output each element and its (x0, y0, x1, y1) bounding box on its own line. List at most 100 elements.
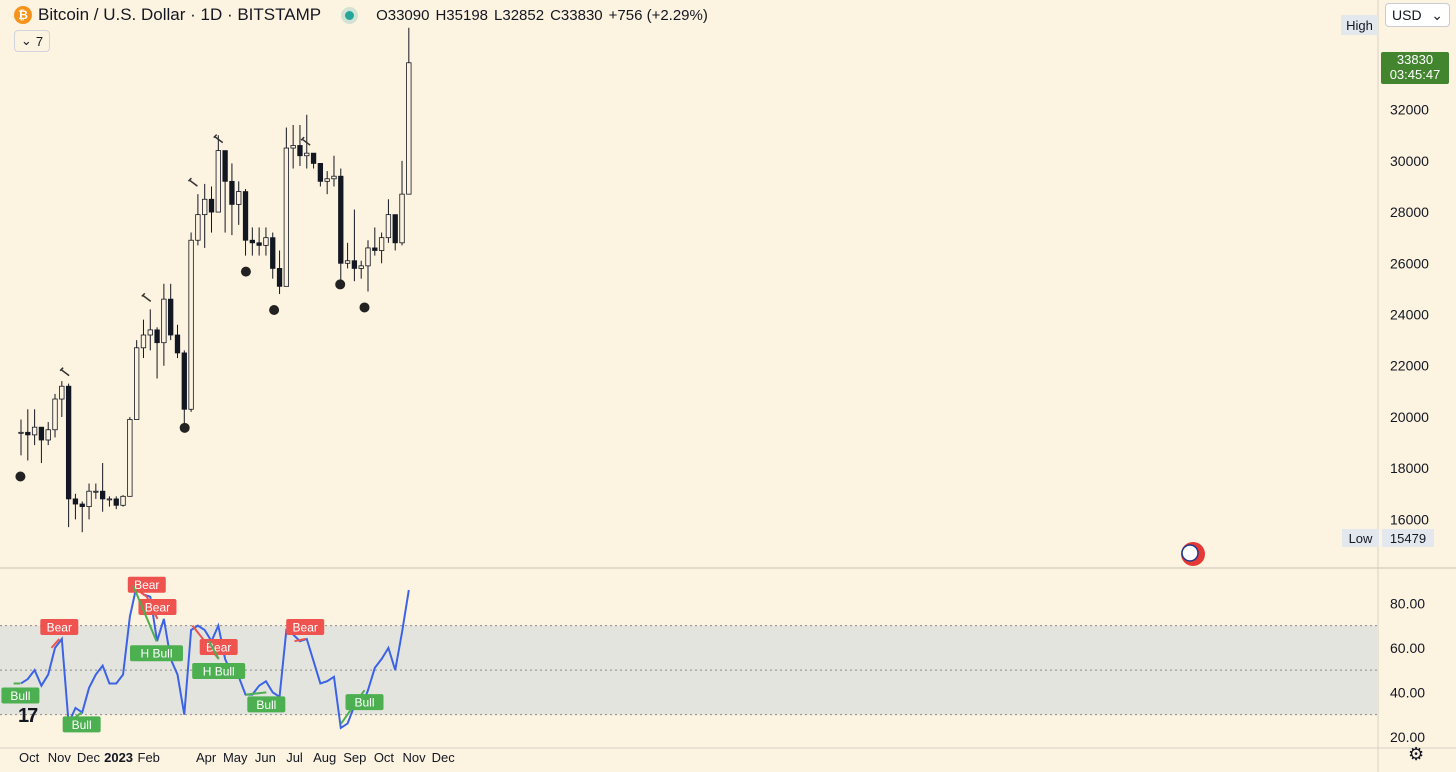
bomb-icon (335, 279, 346, 290)
candle-body (99, 490, 106, 500)
candle-body (93, 490, 99, 493)
bear-divergence-label: Bear (47, 620, 72, 634)
rsi-line (20, 583, 410, 730)
bomb-icon (359, 302, 370, 313)
price-tick-label: 30000 (1390, 153, 1429, 169)
low-value-tag: 15479 (1382, 529, 1434, 547)
candle-body (45, 429, 51, 441)
time-tick-label: Sep (343, 750, 366, 765)
currency-label: USD (1392, 7, 1422, 23)
hidden-bull-divergence-badge (192, 663, 246, 679)
candle-body (181, 352, 187, 410)
bull-divergence-badge (62, 716, 101, 733)
candle-body (18, 431, 24, 434)
low-label: Low (1342, 529, 1379, 547)
candle-body (263, 237, 269, 246)
candle-body (65, 385, 72, 500)
close-value: C33830 (550, 6, 603, 24)
candle-body (351, 260, 358, 269)
open-value: O33090 (376, 6, 430, 24)
price-tick-label: 26000 (1390, 255, 1429, 271)
hammer-icon (59, 367, 70, 377)
candle-body (25, 431, 31, 436)
price-tick-label: 24000 (1390, 307, 1429, 323)
currency-select[interactable]: USD ⌄ (1385, 3, 1450, 27)
symbol-title[interactable]: Bitcoin / U.S. Dollar · 1D · BITSTAMP (38, 5, 322, 24)
bull-divergence-label: Bull (354, 696, 374, 710)
candle-body (59, 385, 65, 400)
time-tick-label: Feb (138, 750, 160, 765)
candle-body (310, 152, 317, 164)
bear-divergence-badge (286, 618, 325, 635)
gear-icon[interactable]: ⚙ (1408, 744, 1425, 764)
us-flag-icon (1181, 544, 1199, 562)
candle-body (134, 347, 140, 420)
candle-body (154, 329, 160, 344)
price-tick-label: 18000 (1390, 460, 1429, 476)
chart-header: ₿ Bitcoin / U.S. Dollar · 1D · BITSTAMP … (14, 5, 708, 25)
market-status-icon (345, 10, 355, 20)
candle-body (290, 145, 296, 149)
candle-body (276, 268, 283, 287)
candle-body (406, 62, 412, 195)
chevron-down-icon: ⌄ (1431, 6, 1443, 23)
time-tick-label: May (223, 750, 248, 765)
candle-body (38, 426, 45, 441)
last-price-tag: 33830 03:45:47 (1381, 52, 1449, 84)
candle-body (147, 329, 153, 336)
bear-divergence-line (50, 638, 61, 649)
bear-divergence-line (294, 637, 306, 643)
bear-divergence-badge (40, 618, 79, 635)
candle-body (270, 237, 276, 269)
candle-body (358, 265, 364, 269)
rsi-tick-label: 40.00 (1390, 684, 1425, 700)
time-tick-label: Jul (286, 750, 303, 765)
hammer-icon (300, 136, 311, 146)
bear-divergence-label: Bear (206, 641, 231, 655)
time-tick-label: Apr (196, 750, 217, 765)
candle-body (127, 419, 133, 497)
hidden-bull-divergence-badge (129, 645, 183, 662)
bull-divergence-line (245, 691, 267, 696)
hidden-bull-divergence-line (208, 640, 220, 660)
candle-body (317, 163, 324, 182)
price-tick-label: 16000 (1390, 511, 1429, 527)
hammer-icon (213, 134, 224, 144)
high-label: High (1341, 15, 1378, 35)
bomb-icon (15, 471, 26, 482)
hammer-icon (187, 177, 198, 187)
candle-body (378, 237, 385, 251)
time-tick-label: Dec (432, 750, 456, 765)
bear-divergence-label: Bear (134, 578, 159, 592)
candle-body (304, 152, 310, 157)
candle-body (120, 495, 126, 506)
indicators-count: 7 (35, 33, 44, 49)
candle-body (52, 398, 58, 431)
candle-body (188, 239, 194, 410)
time-tick-label: Oct (374, 750, 395, 765)
time-tick-label: Nov (403, 750, 427, 765)
candle-body (324, 178, 330, 182)
high-value: H35198 (435, 6, 489, 24)
bull-divergence-badge (247, 696, 286, 713)
candle-body (215, 150, 221, 213)
indicators-toggle-button[interactable]: ⌄ 7 (14, 30, 50, 52)
bear-divergence-badge (138, 598, 177, 615)
candle-body (174, 334, 181, 354)
candle-body (338, 175, 344, 264)
low-value: L32852 (494, 6, 545, 24)
rsi-tick-label: 60.00 (1390, 640, 1425, 656)
bull-divergence-badge (345, 694, 384, 711)
rsi-tick-label: 20.00 (1390, 729, 1425, 745)
bull-divergence-label: Bull (72, 718, 92, 732)
rsi-tick-label: 80.00 (1390, 595, 1425, 611)
candle-body (79, 503, 85, 507)
tradingview-logo-icon[interactable]: 17 (18, 705, 38, 727)
time-tick-label: 2023 (104, 750, 133, 765)
candle-body (249, 239, 255, 244)
candle-body (86, 490, 92, 507)
candle-body (31, 426, 38, 436)
candle-body (297, 145, 303, 157)
bull-divergence-label: Bull (256, 698, 276, 712)
